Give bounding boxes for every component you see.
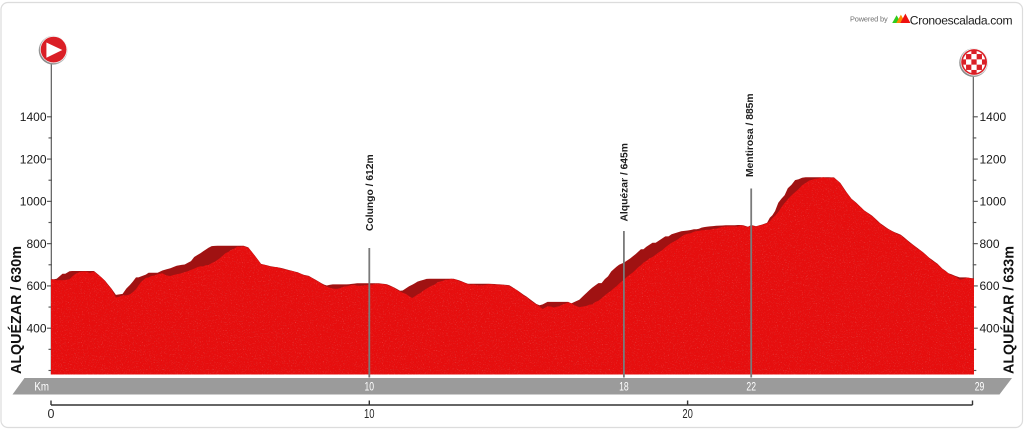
svg-text:400: 400 (26, 321, 46, 335)
svg-text:10: 10 (364, 407, 375, 421)
svg-text:Alquézar / 645m: Alquézar / 645m (620, 143, 631, 221)
svg-text:Mentirosa / 885m: Mentirosa / 885m (745, 93, 756, 177)
svg-text:0: 0 (48, 407, 55, 421)
svg-text:Colungo / 612m: Colungo / 612m (365, 154, 376, 231)
svg-text:400: 400 (980, 321, 1000, 335)
svg-text:1400: 1400 (20, 110, 47, 124)
svg-text:ALQUÉZAR / 633m: ALQUÉZAR / 633m (1001, 246, 1018, 374)
svg-text:10: 10 (365, 379, 375, 393)
svg-text:800: 800 (980, 237, 1000, 251)
svg-text:Powered by: Powered by (850, 15, 888, 24)
svg-text:1200: 1200 (980, 152, 1007, 166)
svg-text:1000: 1000 (980, 195, 1007, 209)
svg-text:600: 600 (26, 279, 46, 293)
svg-text:1000: 1000 (20, 195, 47, 209)
svg-text:1200: 1200 (20, 152, 47, 166)
svg-text:600: 600 (980, 279, 1000, 293)
svg-text:800: 800 (26, 237, 46, 251)
svg-text:18: 18 (619, 379, 629, 393)
svg-text:ALQUÉZAR / 630m: ALQUÉZAR / 630m (8, 246, 25, 374)
svg-text:22: 22 (746, 379, 756, 393)
svg-text:Cronoescalada.com: Cronoescalada.com (910, 14, 1013, 28)
svg-text:29: 29 (975, 379, 985, 393)
svg-text:20: 20 (682, 407, 693, 421)
svg-text:1400: 1400 (980, 110, 1007, 124)
svg-text:Km: Km (34, 379, 49, 393)
